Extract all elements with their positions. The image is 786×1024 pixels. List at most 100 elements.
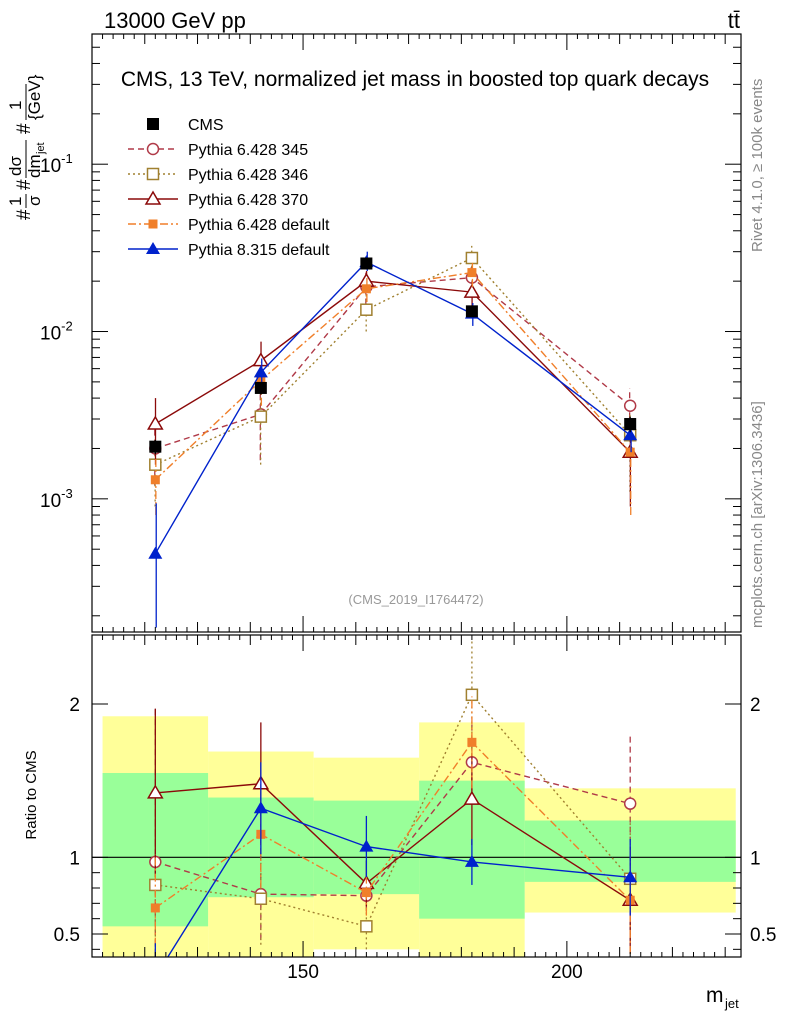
svg-text:#: # bbox=[14, 123, 35, 134]
ratio-series-pythia-8-315-default bbox=[148, 762, 638, 982]
data-point bbox=[465, 305, 478, 318]
x-axis-label: m jet bbox=[706, 984, 739, 1011]
legend: CMS Pythia 6.428 345 Pythia 6.428 346 Pythi… bbox=[128, 117, 330, 259]
series-pythia-6-428-370 bbox=[147, 270, 639, 507]
x-tick-label: 200 bbox=[551, 962, 583, 983]
data-point bbox=[147, 415, 164, 430]
ratio-plot-panel: 0.5 0.5 1 1 2 2 150 200 bbox=[54, 634, 776, 983]
legend-marker bbox=[146, 242, 160, 254]
svg-text:m: m bbox=[706, 984, 724, 1007]
ratio-point bbox=[623, 797, 637, 810]
plot-title: CMS, 13 TeV, normalized jet mass in boos… bbox=[121, 68, 709, 91]
data-point bbox=[360, 303, 373, 316]
svg-text:σ: σ bbox=[25, 195, 44, 206]
svg-text:#: # bbox=[14, 179, 35, 190]
ratio-point bbox=[623, 870, 638, 883]
svg-text:{GeV}: {GeV} bbox=[25, 74, 44, 120]
svg-text:jet: jet bbox=[35, 142, 47, 155]
legend-item: Pythia 6.428 345 bbox=[128, 142, 308, 159]
side-label-rivet: Rivet 4.1.0, ≥ 100k events bbox=[749, 79, 766, 252]
ratio-point bbox=[148, 970, 162, 982]
legend-item: Pythia 6.428 346 bbox=[128, 167, 308, 184]
ratio-y-tick-label: 1 bbox=[69, 848, 80, 869]
ratio-point bbox=[467, 737, 477, 747]
y-tick-label: 10-3 bbox=[40, 486, 73, 512]
legend-label: CMS bbox=[188, 117, 224, 134]
ratio-y-tick-label: 2 bbox=[750, 695, 761, 716]
svg-text:dm: dm bbox=[25, 154, 44, 178]
data-point bbox=[623, 428, 638, 441]
svg-text:1: 1 bbox=[6, 197, 25, 206]
series-pythia-8-315-default bbox=[148, 251, 638, 628]
y-tick-label: 10-2 bbox=[40, 319, 73, 345]
legend-marker bbox=[144, 190, 162, 205]
main-plot-panel: 10-3 10-2 10-1 CMS, 13 TeV, normalized jet… bbox=[40, 33, 742, 633]
series-line bbox=[154, 280, 631, 453]
ratio-point bbox=[360, 920, 373, 933]
series-line bbox=[155, 276, 631, 450]
ratio-y-axis-label: Ratio to CMS bbox=[23, 750, 40, 839]
legend-marker bbox=[147, 118, 159, 130]
series-line bbox=[154, 271, 631, 481]
ratio-y-tick-label: 0.5 bbox=[750, 925, 776, 946]
ratio-y-tick-label: 1 bbox=[750, 848, 761, 869]
legend-label: Pythia 8.315 default bbox=[188, 242, 330, 259]
data-point bbox=[361, 284, 371, 294]
main-plot-frame bbox=[91, 33, 742, 633]
data-point bbox=[360, 257, 373, 270]
ratio-point bbox=[147, 784, 164, 799]
data-point bbox=[624, 418, 637, 431]
ratio-point bbox=[253, 801, 268, 814]
data-point bbox=[150, 475, 160, 485]
svg-text:1: 1 bbox=[6, 101, 25, 110]
legend-marker bbox=[148, 219, 158, 229]
svg-text:#: # bbox=[14, 209, 35, 220]
legend-item: Pythia 8.315 default bbox=[128, 242, 330, 259]
legend-marker bbox=[146, 167, 160, 181]
series-line bbox=[155, 257, 631, 466]
legend-item: CMS bbox=[147, 117, 224, 134]
y-tick-label: 10-1 bbox=[40, 151, 73, 177]
data-point bbox=[252, 352, 270, 367]
ratio-point bbox=[463, 790, 481, 805]
data-point bbox=[623, 399, 637, 413]
legend-label: Pythia 6.428 345 bbox=[188, 142, 308, 159]
data-point bbox=[148, 546, 163, 559]
data-point bbox=[253, 365, 268, 378]
data-point bbox=[254, 381, 267, 394]
ratio-point bbox=[254, 892, 268, 905]
ratio-plot-frame bbox=[91, 634, 742, 958]
ratio-point bbox=[150, 903, 160, 913]
data-point bbox=[465, 251, 479, 265]
data-point bbox=[149, 440, 162, 453]
x-tick-label: 150 bbox=[287, 962, 319, 983]
ratio-line bbox=[154, 741, 631, 909]
legend-marker bbox=[146, 142, 160, 156]
data-point bbox=[463, 283, 481, 298]
ratio-point bbox=[465, 688, 479, 702]
main-y-axis-label: # 1 σ # dσ dm jet # 1 {GeV} bbox=[6, 74, 47, 220]
legend-item: Pythia 6.428 370 bbox=[128, 190, 308, 209]
svg-text:dσ: dσ bbox=[6, 156, 25, 176]
legend-label: Pythia 6.428 370 bbox=[188, 192, 308, 209]
process-label: tt̄ bbox=[728, 8, 740, 33]
ratio-point bbox=[359, 839, 374, 852]
ratio-y-tick-label: 0.5 bbox=[54, 925, 80, 946]
data-point bbox=[467, 268, 477, 278]
legend-label: Pythia 6.428 default bbox=[188, 217, 330, 234]
series-cms bbox=[149, 257, 637, 455]
data-point bbox=[256, 375, 266, 385]
ratio-point bbox=[464, 854, 479, 867]
data-point bbox=[625, 447, 635, 457]
energy-label: 13000 GeV pp bbox=[104, 8, 246, 33]
ratio-point bbox=[361, 888, 371, 898]
ratio-y-tick-label: 2 bbox=[69, 695, 80, 716]
series-pythia-6-428-default bbox=[150, 260, 635, 516]
svg-text:jet: jet bbox=[724, 996, 739, 1011]
legend-item: Pythia 6.428 default bbox=[128, 217, 330, 234]
analysis-id: (CMS_2019_I1764472) bbox=[348, 592, 483, 607]
series-line bbox=[154, 261, 631, 555]
legend-label: Pythia 6.428 346 bbox=[188, 167, 308, 184]
side-label-mcplots: mcplots.cern.ch [arXiv:1306.3436] bbox=[749, 401, 766, 628]
